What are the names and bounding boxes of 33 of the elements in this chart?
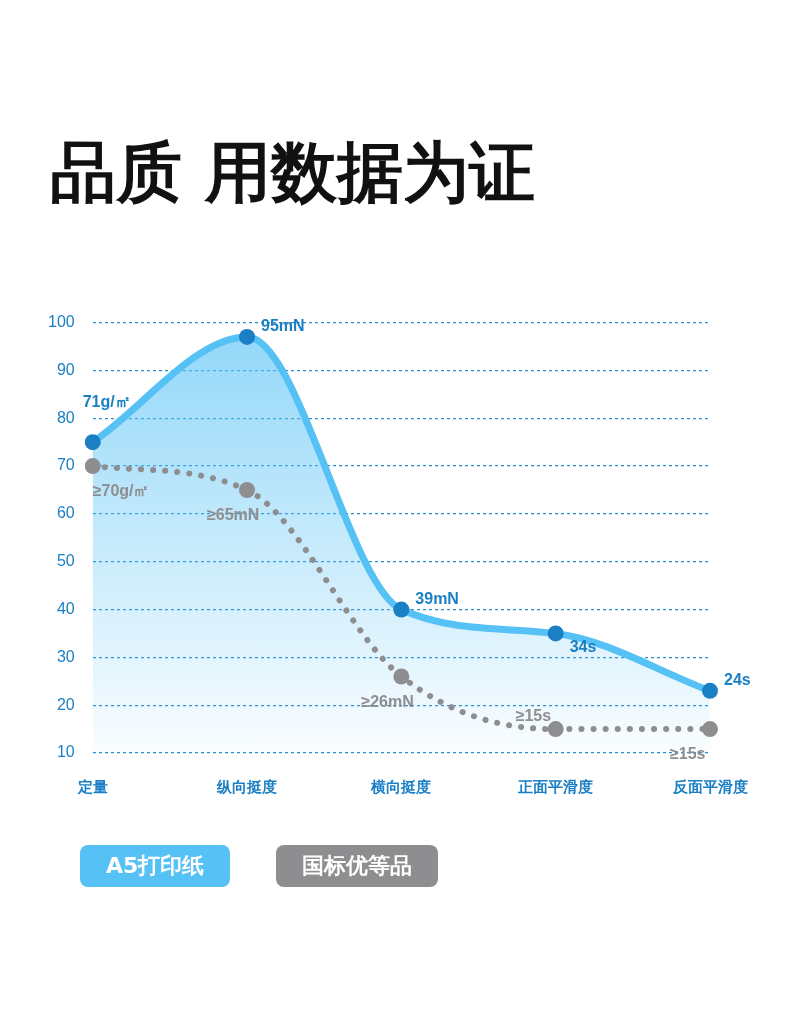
annotation: 24s [724, 671, 751, 689]
y-tick-label: 70 [56, 456, 75, 474]
annotation: ≥15s [515, 707, 552, 725]
annotation: 34s [569, 637, 597, 655]
x-tick-label: 定量 [76, 777, 108, 796]
annotation: 71g/㎡ [82, 392, 131, 410]
x-tick-label: 正面平滑度 [517, 777, 594, 796]
y-tick-label: 100 [47, 313, 75, 331]
point [239, 481, 256, 498]
y-tick-label: 80 [56, 408, 75, 426]
y-tick-label: 50 [56, 552, 75, 570]
y-tick-label: 90 [56, 360, 75, 378]
annotation: 95mN [261, 317, 305, 335]
y-tick-label: 30 [56, 647, 75, 665]
y-tick-label: 40 [56, 599, 75, 617]
y-tick-label: 60 [56, 504, 75, 522]
text: 国标优等品 [276, 845, 439, 887]
annotation: ≥15s [670, 745, 706, 763]
x-tick-label: 纵向挺度 [216, 777, 278, 796]
point [393, 668, 410, 685]
y-tick-label: 10 [56, 743, 75, 761]
annotation: ≥70g/㎡ [92, 482, 150, 500]
text: A5打印纸 [80, 845, 231, 887]
x-tick-label: 横向挺度 [370, 777, 432, 796]
point [702, 721, 718, 738]
annotation: 39mN [415, 589, 459, 607]
y-tick-label: 20 [56, 695, 75, 713]
chart-title: 品质 用数据为证 [50, 133, 535, 213]
point [547, 721, 564, 738]
annotation: ≥26mN [361, 692, 414, 710]
x-tick-label: 反面平滑度 [671, 777, 748, 796]
annotation: ≥65mN [207, 506, 260, 524]
point [84, 458, 101, 475]
